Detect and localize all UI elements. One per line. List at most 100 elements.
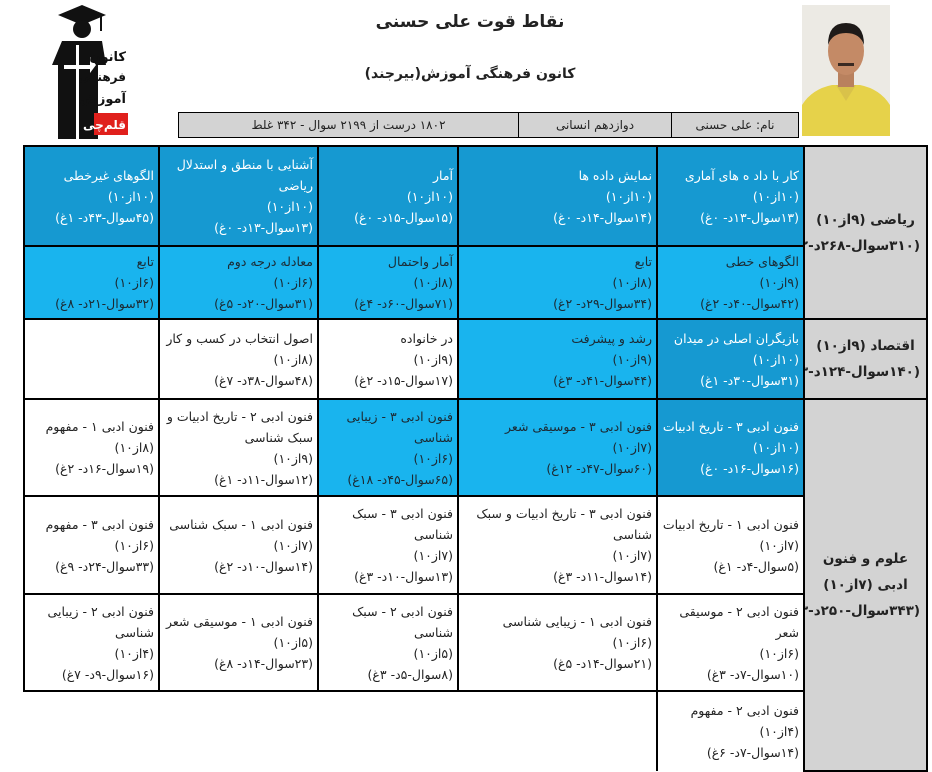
topic-cell: فنون ادبی ۱ - موسیقی شعر (۵از۱۰) (۲۳سوال-۱… <box>158 593 319 692</box>
topic-detail: (۱۳سوال-۱۳د- ۰غ) <box>214 220 313 235</box>
topic-score: (۶از۱۰) <box>759 645 799 661</box>
topic-score: (۷از۱۰) <box>612 548 652 563</box>
subject-stats: (۳۱۰سوال-۲۶۸د-۲۲غ) <box>806 237 920 254</box>
table-row: علوم و فنون ادبی (۷از۱۰) (۳۴۳سوال-۲۵۰د-۸… <box>23 398 928 772</box>
topic-detail: (۱۴سوال-۱۱د- ۳غ) <box>553 569 652 584</box>
topic-cell: فنون ادبی ۳ - زیبایی شناسی (۶از۱۰) (۶۵سوال… <box>317 398 459 497</box>
empty-cell <box>24 690 159 771</box>
topic-detail: (۱۴سوال-۱۴د- ۰غ) <box>553 209 652 225</box>
topic-detail: (۴۵سوال-۴۳د- ۱غ) <box>55 209 154 225</box>
topic-cell: بازیگران اصلی در میدان (۱۰از۱۰) (۳۱سوال-۳۰… <box>656 318 805 400</box>
topic-detail: (۴۸سوال-۳۸د- ۷غ) <box>214 372 313 388</box>
table-row: الگوهای خطی (۹از۱۰) (۴۲سوال-۴۰د- ۲غ) تابع (۸… <box>23 245 927 320</box>
topic-score: (۱۰از۱۰) <box>266 199 313 214</box>
topic-score: (۱۰از۱۰) <box>752 440 799 455</box>
topic-cell: فنون ادبی ۱ - زیبایی شناسی (۶از۱۰) (۲۱سوال… <box>457 593 658 692</box>
topic-name: فنون ادبی ۳ - موسیقی شعر <box>505 419 652 434</box>
topic-detail: (۳۴سوال-۲۹د- ۲غ) <box>553 296 652 311</box>
topic-score: (۱۰از۱۰) <box>752 188 799 204</box>
topic-name: فنون ادبی ۱ - سبک شناسی <box>169 516 313 532</box>
topic-score: (۸از۱۰) <box>413 275 453 290</box>
topic-detail: (۸سوال-۵د- ۳غ) <box>367 666 453 682</box>
topic-name: فنون ادبی ۳ - زیبایی شناسی <box>346 408 453 445</box>
topic-detail: (۲۱سوال-۱۴د- ۵غ) <box>553 656 652 671</box>
svg-text:فرهنگی: فرهنگی <box>78 70 126 84</box>
topic-name: فنون ادبی ۳ - مفهوم <box>45 516 154 532</box>
topic-detail: (۶۵سوال-۴۵د- ۱۸غ) <box>347 471 453 487</box>
topic-cell: فنون ادبی ۳ - مفهوم (۶از۱۰) (۳۳سوال-۲۴د- ۹… <box>23 495 160 595</box>
topic-score: (۹از۱۰) <box>612 351 652 367</box>
topic-score: (۶از۱۰) <box>273 275 313 290</box>
topic-score: (۸از۱۰) <box>273 351 313 367</box>
topic-score: (۱۰از۱۰) <box>107 188 154 204</box>
topic-name: تابع <box>136 254 154 269</box>
topic-name: فنون ادبی ۱ - تاریخ ادبیات <box>662 516 799 532</box>
topic-name: معادله درجه دوم <box>227 254 313 269</box>
topic-name: آمار واحتمال <box>387 254 453 269</box>
empty-cell <box>318 690 458 771</box>
topic-detail: (۱۷سوال-۱۵د- ۲غ) <box>354 372 453 388</box>
svg-text:آموزش: آموزش <box>80 90 127 107</box>
student-name: نام: علی حسنی <box>671 113 798 137</box>
topic-detail: (۴۴سوال-۴۱د- ۳غ) <box>553 372 652 388</box>
empty-cell <box>458 690 658 771</box>
topic-score: (۱۰از۱۰) <box>605 188 652 204</box>
subject-label: علوم و فنون ادبی (۷از۱۰) (۳۴۳سوال-۲۵۰د-۸… <box>803 398 928 772</box>
student-info-bar: نام: علی حسنی دوازدهم انسانی ۱۸۰۲ درست ا… <box>178 112 799 138</box>
topic-name: فنون ادبی ۱ - زیبایی شناسی <box>502 614 652 629</box>
topic-name: تابع <box>634 254 652 269</box>
page-title: نقاط قوت علی حسنی <box>375 12 565 32</box>
subject-stats: (۱۴۰سوال-۱۲۴د-۱۳غ) <box>806 364 920 380</box>
topic-score: (۸از۱۰) <box>612 275 652 290</box>
topic-detail: (۱۰سوال-۷د- ۳غ) <box>706 666 799 682</box>
topic-detail: (۳۲سوال-۲۱د- ۸غ) <box>55 296 154 311</box>
topic-cell: اصول انتخاب در کسب و کار (۸از۱۰) (۴۸سوال-۳… <box>158 318 319 400</box>
topic-cell: تابع (۸از۱۰) (۳۴سوال-۲۹د- ۲غ) <box>457 245 658 320</box>
topic-detail: (۱۵سوال-۱۵د- ۰غ) <box>354 209 453 225</box>
topic-score: (۷از۱۰) <box>273 537 313 553</box>
empty-cell <box>23 318 160 400</box>
topic-name: در خانواده <box>400 330 453 346</box>
subject-name: ریاضی (۹از۱۰) <box>816 211 915 228</box>
topic-cell: رشد و پیشرفت (۹از۱۰) (۴۴سوال-۴۱د- ۳غ) <box>457 318 658 400</box>
subject-label: ریاضی (۹از۱۰) (۳۱۰سوال-۲۶۸د-۲۲غ) <box>803 145 928 320</box>
topic-detail: (۱۹سوال-۱۶د- ۲غ) <box>55 461 154 476</box>
table-row: فنون ادبی ۲ - موسیقی شعر (۶از۱۰) (۱۰سوال-۷… <box>23 593 927 692</box>
topic-detail: (۳۱سوال-۲۰د- ۵غ) <box>214 296 313 311</box>
topic-cell: الگوهای خطی (۹از۱۰) (۴۲سوال-۴۰د- ۲غ) <box>656 245 805 320</box>
student-grade: دوازدهم انسانی <box>518 113 671 137</box>
topic-cell: فنون ادبی ۱ - سبک شناسی (۷از۱۰) (۱۴سوال-۱۰… <box>158 495 319 595</box>
topic-cell: نمایش داده ها (۱۰از۱۰) (۱۴سوال-۱۴د- ۰غ) <box>457 145 658 247</box>
table-row: فنون ادبی ۲ - مفهوم (۴از۱۰) (۱۴سوال-۷د- ۶غ… <box>24 690 927 771</box>
topic-cell: آمار (۱۰از۱۰) (۱۵سوال-۱۵د- ۰غ) <box>317 145 459 247</box>
topic-name: فنون ادبی ۳ - تاریخ ادبیات و سبک شناسی <box>476 506 652 542</box>
topic-name: نمایش داده ها <box>578 167 652 183</box>
topic-score: (۷از۱۰) <box>612 440 652 455</box>
svg-text:قلم‌چی: قلم‌چی <box>83 118 126 132</box>
topic-score: (۱۰از۱۰) <box>752 351 799 367</box>
topic-name: آشنایی با منطق و استدلال ریاضی <box>176 157 313 193</box>
topic-score: (۹از۱۰) <box>759 275 799 290</box>
topic-detail: (۱۳سوال-۱۳د- ۰غ) <box>700 209 799 225</box>
topic-score: (۶از۱۰) <box>114 537 154 553</box>
table-row: اقتصاد (۹از۱۰) (۱۴۰سوال-۱۲۴د-۱۳غ)بازیگرا… <box>23 318 928 400</box>
topic-detail: (۱۶سوال-۱۶د- ۰غ) <box>700 461 799 476</box>
empty-cell <box>159 690 318 771</box>
topic-detail: (۳۱سوال-۳۰د- ۱غ) <box>700 372 799 388</box>
topic-cell: فنون ادبی ۳ - تاریخ ادبیات و سبک شناسی (۷… <box>457 495 658 595</box>
kanoon-logo: کانون فرهنگی آموزش قلم‌چی <box>50 5 128 139</box>
topic-score: (۷از۱۰) <box>413 548 453 563</box>
topic-cell: فنون ادبی ۱ - مفهوم (۸از۱۰) (۱۹سوال-۱۶د- ۲… <box>23 398 160 497</box>
topic-cell: کار با داد ه های آماری (۱۰از۱۰) (۱۳سوال-۱۳… <box>656 145 805 247</box>
topic-score: (۴از۱۰) <box>759 724 799 739</box>
topic-cell: فنون ادبی ۳ - تاریخ ادبیات (۱۰از۱۰) (۱۶سوا… <box>656 398 805 497</box>
topic-cell: آشنایی با منطق و استدلال ریاضی (۱۰از۱۰) (۱… <box>158 145 319 247</box>
topic-name: فنون ادبی ۲ - تاریخ ادبیات و سبک شناسی <box>166 408 313 445</box>
topic-score: (۷از۱۰) <box>759 537 799 553</box>
institute-subtitle: کانون فرهنگی آموزش(بیرجند) <box>364 66 576 82</box>
student-photo <box>802 5 890 136</box>
topic-score: (۶از۱۰) <box>612 635 652 650</box>
topic-score: (۴از۱۰) <box>114 645 154 661</box>
subject-label: اقتصاد (۹از۱۰) (۱۴۰سوال-۱۲۴د-۱۳غ) <box>803 318 928 400</box>
topic-cell: فنون ادبی ۲ - موسیقی شعر (۶از۱۰) (۱۰سوال-۷… <box>656 593 805 692</box>
